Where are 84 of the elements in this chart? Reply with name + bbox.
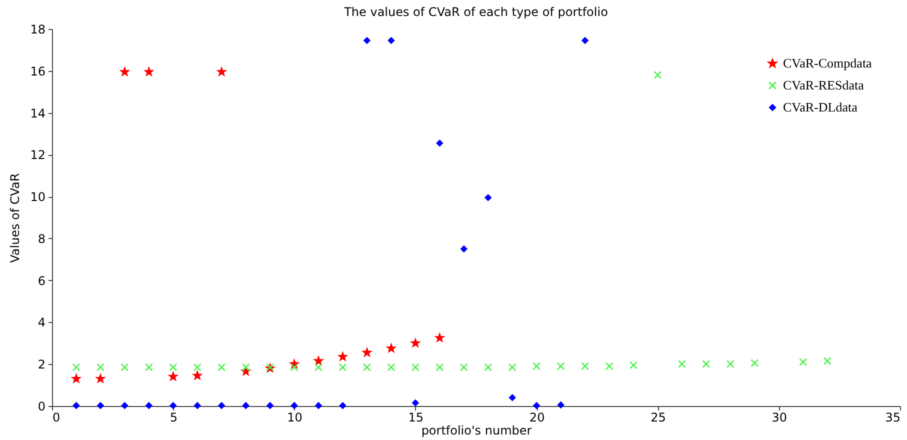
point: [386, 344, 396, 352]
point: [460, 246, 468, 252]
point: [146, 402, 152, 409]
point: [314, 356, 323, 365]
y-tick-label: 12: [30, 148, 46, 162]
point: [266, 402, 274, 409]
point: [120, 67, 130, 76]
point: [581, 362, 590, 370]
point: [726, 360, 734, 368]
point: [412, 399, 419, 406]
point: [387, 363, 396, 372]
point: [97, 402, 104, 409]
y-tick-label: 18: [30, 22, 46, 36]
y-tick-label: 4: [38, 316, 46, 330]
x-tick-label: 20: [529, 410, 545, 424]
point: [532, 362, 541, 370]
point: [362, 363, 371, 372]
point: [169, 363, 178, 372]
point: [799, 358, 808, 366]
y-tick-label: 0: [38, 400, 46, 414]
point: [508, 394, 516, 402]
point: [144, 363, 153, 372]
y-tick-label: 14: [30, 106, 46, 120]
point: [629, 361, 638, 370]
point: [194, 402, 201, 409]
point: [170, 402, 177, 409]
point: [533, 402, 540, 409]
legend-label: CVaR-Compdata: [783, 56, 872, 70]
point: [339, 402, 346, 409]
point: [364, 37, 370, 44]
point: [484, 194, 492, 201]
point: [654, 71, 662, 80]
point: [702, 360, 710, 368]
x-tick-label: 30: [772, 410, 787, 424]
x-tick-label: 25: [650, 410, 666, 424]
x-tick-label: 5: [170, 410, 178, 424]
point: [96, 363, 104, 372]
legend-label: CVaR-RESdata: [783, 78, 864, 92]
y-tick-label: 10: [30, 190, 46, 204]
y-tick-label: 16: [30, 64, 46, 78]
point: [315, 402, 322, 409]
y-tick-label: 8: [38, 232, 46, 246]
point: [508, 363, 516, 372]
point: [218, 402, 225, 409]
chart-title: The values of CVaR of each type of portfolio: [343, 5, 608, 19]
x-tick-label: 15: [408, 410, 424, 424]
point: [338, 352, 348, 361]
point: [388, 37, 395, 44]
y-tick-label: 2: [38, 358, 46, 372]
point: [678, 360, 686, 368]
y-tick-label: 6: [38, 274, 46, 288]
point: [605, 362, 614, 370]
point: [314, 363, 323, 372]
point: [96, 374, 105, 383]
x-tick-label: 35: [885, 410, 900, 424]
x-axis-title: portfolio's number: [421, 424, 532, 438]
point: [242, 402, 250, 409]
point: [121, 402, 128, 409]
y-axis-title: Values of CVaR: [8, 173, 22, 263]
point: [290, 402, 298, 409]
point: [72, 402, 80, 409]
x-tick-label: 0: [52, 410, 60, 424]
point: [582, 37, 588, 44]
point: [436, 140, 444, 147]
legend-label: CVaR-DLdata: [783, 100, 858, 114]
point: [823, 356, 832, 365]
point: [460, 363, 468, 372]
point: [144, 67, 154, 76]
point: [411, 363, 420, 372]
point: [242, 363, 250, 372]
point: [556, 362, 565, 370]
point: [218, 363, 226, 372]
point: [338, 363, 347, 372]
point: [436, 363, 444, 372]
point: [750, 359, 759, 368]
point: [290, 363, 298, 372]
x-tick-label: 10: [287, 410, 302, 424]
point: [557, 402, 564, 408]
point: [72, 374, 81, 383]
point: [484, 363, 492, 372]
point: [72, 363, 80, 372]
point: [193, 363, 202, 372]
point: [120, 363, 129, 372]
point: [411, 338, 420, 347]
